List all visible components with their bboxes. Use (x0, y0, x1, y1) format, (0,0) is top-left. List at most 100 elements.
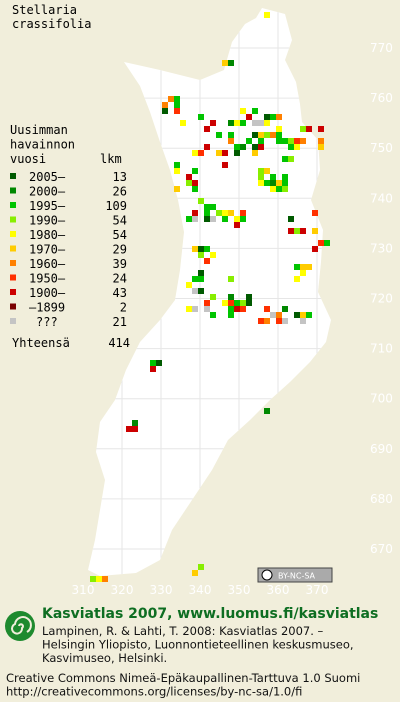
observation (240, 300, 246, 306)
observation (174, 102, 180, 108)
observation (282, 306, 288, 312)
observation (300, 138, 306, 144)
observation (264, 306, 270, 312)
observation (282, 174, 288, 180)
observation (300, 126, 306, 132)
y-grid-label: 770 (370, 41, 393, 55)
observation (276, 186, 282, 192)
x-grid-label: 360 (267, 583, 290, 597)
observation (240, 120, 246, 126)
x-grid-label: 330 (150, 583, 173, 597)
observation (294, 228, 300, 234)
observation (234, 222, 240, 228)
observation (240, 210, 246, 216)
observation (192, 168, 198, 174)
observation (252, 132, 258, 138)
observation (174, 108, 180, 114)
y-grid-label: 750 (370, 141, 393, 155)
observation (204, 126, 210, 132)
observation (246, 114, 252, 120)
observation (258, 174, 264, 180)
legend-label: 1980– (29, 228, 66, 242)
observation (264, 132, 270, 138)
observation (288, 156, 294, 162)
observation (186, 180, 192, 186)
observation (282, 138, 288, 144)
legend-heading: havainnon (10, 138, 75, 152)
observation (270, 186, 276, 192)
x-grid-label: 340 (189, 583, 212, 597)
count-heading: lkm (100, 152, 122, 166)
legend-swatch (10, 245, 16, 252)
legend-label: ??? (36, 315, 58, 329)
cc-icon (261, 569, 273, 581)
legend-count: 21 (113, 315, 127, 329)
legend-label: 1970– (29, 243, 66, 257)
observation (204, 246, 210, 252)
observation (192, 306, 198, 312)
observation (168, 96, 174, 102)
legend-swatch (10, 318, 16, 324)
observation (258, 144, 264, 150)
legend-swatch (10, 260, 16, 266)
observation (228, 132, 234, 138)
observation (282, 156, 288, 162)
observation (240, 144, 246, 150)
observation (276, 318, 282, 324)
observation (192, 210, 198, 216)
observation (210, 216, 216, 222)
observation (264, 120, 270, 126)
observation (228, 276, 234, 282)
legend-swatch (10, 202, 16, 208)
species-title: Stellaria (12, 3, 77, 17)
observation (216, 132, 222, 138)
observation (318, 126, 324, 132)
observation (228, 210, 234, 216)
legend-label: –1899 (29, 301, 65, 315)
observation (234, 120, 240, 126)
logo (5, 611, 35, 641)
observation (252, 108, 258, 114)
observation (198, 564, 204, 570)
observation (132, 426, 138, 432)
observation (192, 276, 198, 282)
observation (198, 114, 204, 120)
observation (300, 318, 306, 324)
observation (282, 186, 288, 192)
observation (234, 150, 240, 156)
observation (102, 576, 108, 582)
observation (288, 216, 294, 222)
y-grid-label: 670 (370, 542, 393, 556)
legend-count: 24 (113, 272, 127, 286)
observation (294, 312, 300, 318)
legend-count: 29 (113, 243, 127, 257)
footer-citation: Kasvimuseo, Helsinki. (42, 651, 167, 665)
observation (258, 132, 264, 138)
observation (204, 210, 210, 216)
observation (198, 276, 204, 282)
observation (150, 360, 156, 366)
observation (132, 420, 138, 426)
observation (258, 120, 264, 126)
total-label: Yhteensä (12, 336, 70, 350)
observation (96, 576, 102, 582)
observation (174, 162, 180, 168)
observation (210, 120, 216, 126)
observation (234, 144, 240, 150)
observation (258, 138, 264, 144)
legend-swatch (10, 187, 16, 194)
logo-spiral (11, 616, 32, 635)
observation (204, 300, 210, 306)
legend-label: 2005– (29, 170, 66, 184)
observation (198, 150, 204, 156)
legend-heading: Uusimman (10, 123, 68, 137)
footer-headline: Kasviatlas 2007, www.luomus.fi/kasviatla… (42, 606, 378, 622)
observation (162, 102, 168, 108)
legend-label: 1950– (29, 272, 66, 286)
observation (240, 108, 246, 114)
observation (258, 168, 264, 174)
legend-count: 109 (105, 199, 127, 213)
x-grid-label: 320 (111, 583, 134, 597)
observation (228, 60, 234, 66)
observation (270, 114, 276, 120)
